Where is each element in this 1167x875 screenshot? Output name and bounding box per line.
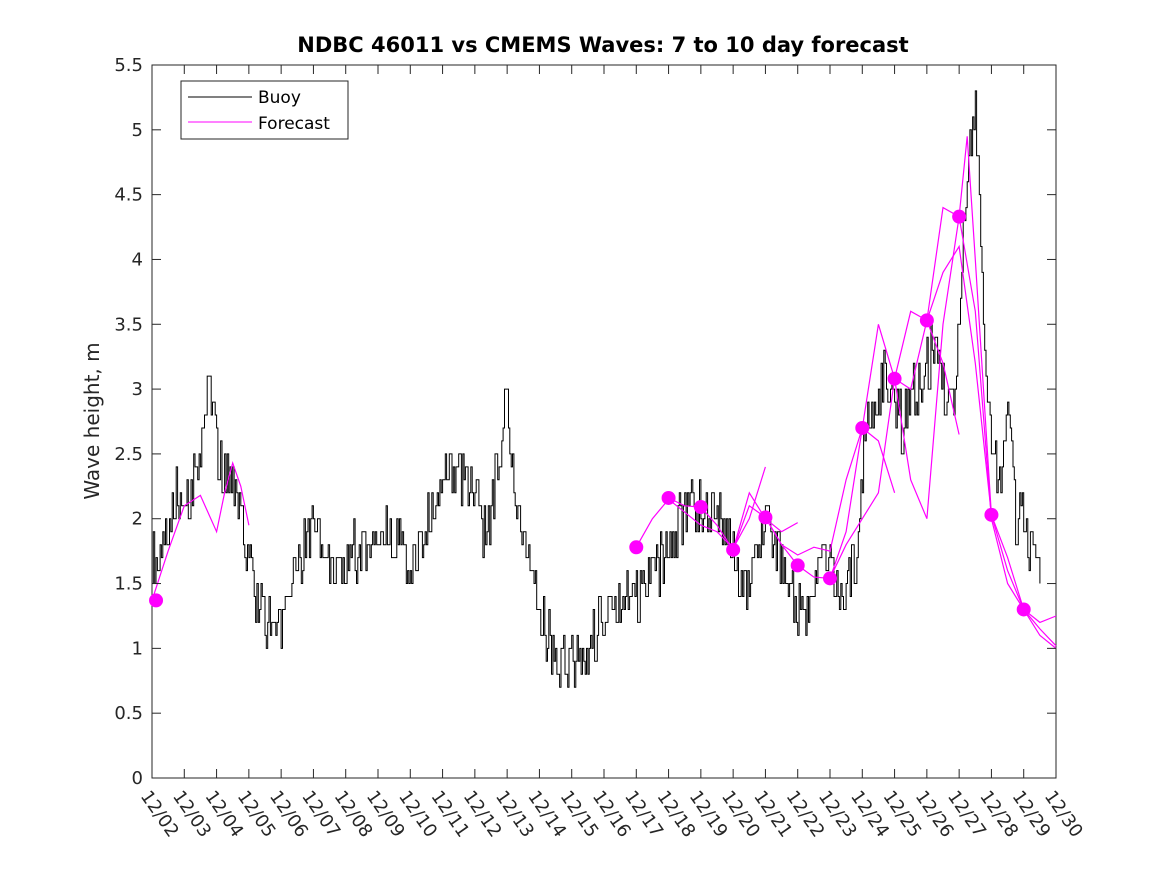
y-tick-label: 2.5 xyxy=(114,444,143,465)
legend: Buoy Forecast xyxy=(180,80,349,140)
y-tick-label: 4 xyxy=(132,249,143,270)
forecast-marker xyxy=(823,571,837,586)
buoy-line xyxy=(152,90,1041,688)
buoy-series xyxy=(152,90,1041,688)
forecast-marker xyxy=(790,558,805,573)
y-tick-label: 3.5 xyxy=(114,314,143,335)
y-tick-label: 0.5 xyxy=(114,703,143,724)
forecast-line-6 xyxy=(829,216,1057,624)
y-axis: 0 0.5 1 1.5 2 2.5 3 3.5 4 4.5 5 5.5 xyxy=(114,55,1056,789)
legend-buoy-label: Buoy xyxy=(258,88,301,108)
forecast-marker xyxy=(1016,602,1031,617)
y-tick-label: 3 xyxy=(132,379,143,400)
forecast-marker xyxy=(919,313,934,328)
y-tick-label: 1.5 xyxy=(114,574,143,595)
y-tick-label: 5.5 xyxy=(114,55,143,76)
forecast-marker xyxy=(149,593,164,608)
y-axis-label: Wave height, m xyxy=(80,342,104,499)
forecast-marker xyxy=(887,371,902,386)
forecast-marker xyxy=(629,540,644,555)
forecast-marker xyxy=(693,500,708,515)
forecast-line-1 xyxy=(151,460,250,601)
forecast-marker xyxy=(984,507,999,522)
forecast-markers xyxy=(149,209,1031,617)
y-tick-label: 1 xyxy=(132,638,143,659)
y-tick-label: 4.5 xyxy=(114,185,143,206)
legend-forecast-label: Forecast xyxy=(258,114,330,134)
forecast-marker xyxy=(855,420,870,435)
forecast-marker xyxy=(952,209,967,224)
forecast-marker xyxy=(661,490,676,505)
legend-box xyxy=(180,80,349,140)
y-tick-label: 5 xyxy=(132,120,143,141)
chart-title: NDBC 46011 vs CMEMS Waves: 7 to 10 day f… xyxy=(297,33,908,57)
y-tick-label: 2 xyxy=(132,509,143,530)
forecast-marker xyxy=(758,510,773,525)
forecast-marker xyxy=(726,542,741,557)
y-tick-label: 0 xyxy=(132,768,143,789)
plot-area xyxy=(151,64,1057,779)
forecast-line-2 xyxy=(635,466,766,550)
